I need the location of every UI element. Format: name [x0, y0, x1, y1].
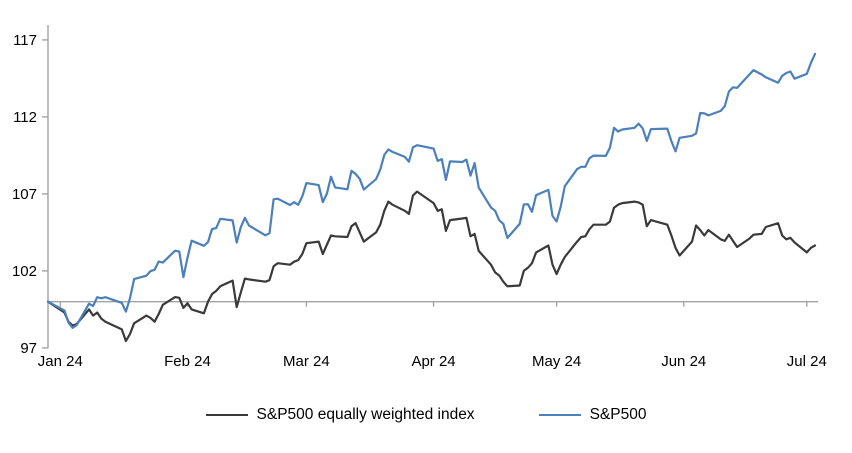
sp500-line [46, 52, 817, 329]
x-tick-label: Jan 24 [38, 353, 83, 370]
equal-weight-line-swatch [205, 414, 248, 416]
y-tick-label: 112 [13, 109, 37, 126]
x-tick-label: Apr 24 [411, 353, 455, 370]
legend-label-equal-weight: S&P500 equally weighted index [256, 406, 475, 423]
y-tick-label: 107 [12, 186, 37, 203]
legend-item-sp500: S&P500 [538, 406, 647, 424]
x-tick-label: May 24 [532, 353, 581, 370]
x-tick-label: Jul 24 [787, 353, 827, 370]
y-tick-label: 97 [20, 340, 37, 357]
y-tick-label: 102 [12, 263, 37, 280]
legend-label-sp500: S&P500 [589, 406, 647, 423]
x-tick-label: Jun 24 [661, 353, 706, 370]
sp500-equal-weight-line [46, 190, 817, 343]
legend-item-equal-weight: S&P500 equally weighted index [205, 406, 475, 424]
y-tick-label: 117 [13, 32, 37, 49]
chart-legend: S&P500 equally weighted index S&P500 [0, 406, 852, 424]
price-index-chart: 97 102 107 112 117 Jan 24 Feb 24 Mar 24 Apr 24 Ma… [12, 25, 827, 370]
x-tick-label: Feb 24 [164, 353, 211, 370]
sp500-line-swatch [538, 414, 581, 416]
x-tick-label: Mar 24 [283, 353, 330, 370]
